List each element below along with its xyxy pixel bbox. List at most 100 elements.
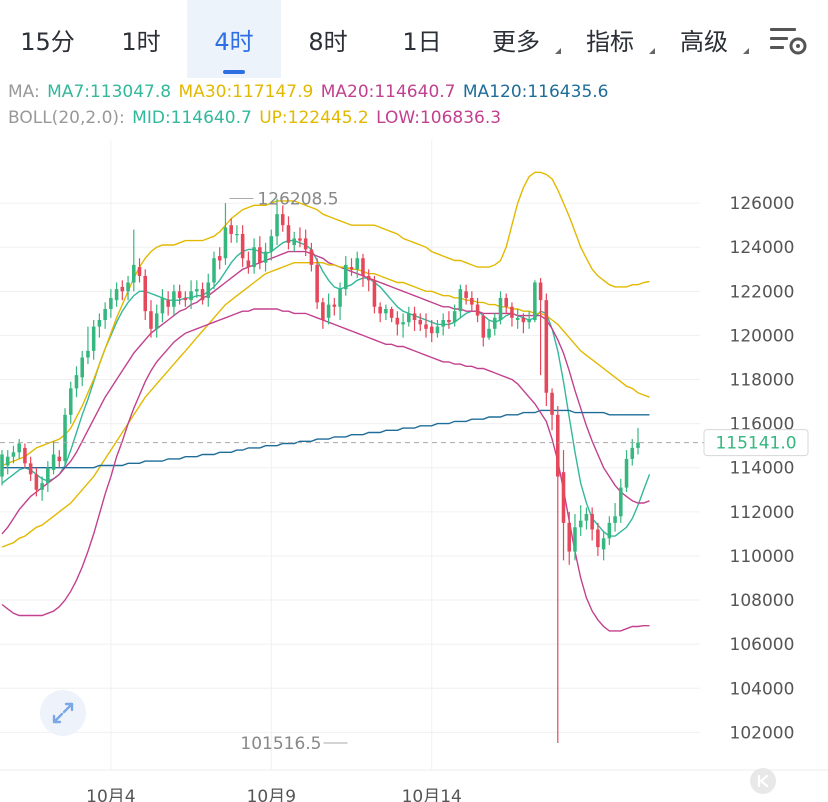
candle-body <box>619 487 623 517</box>
series-line-ma30 <box>1 261 650 548</box>
candle-body <box>137 267 142 276</box>
candle-body <box>504 297 508 307</box>
candle-body <box>315 264 319 303</box>
candle-body <box>132 264 136 283</box>
candle-body <box>149 311 153 329</box>
candlestick-chart[interactable]: 1260001240001220001200001180001160001140… <box>0 140 828 802</box>
y-tick-label: 124000 <box>730 238 795 258</box>
ma30-value: MA30:117147.9 <box>178 82 314 102</box>
candle-body <box>372 280 377 307</box>
candle-body <box>544 300 549 393</box>
tab-label: 指标 <box>586 27 634 56</box>
tab-4h[interactable]: 4时 <box>187 0 281 78</box>
tab-label: 1时 <box>121 27 161 56</box>
tab-indicators[interactable]: 指标 <box>563 0 657 78</box>
candle-body <box>435 326 440 334</box>
candle-body <box>567 522 572 552</box>
candle-body <box>298 238 302 241</box>
ma120-value: MA120:116435.6 <box>462 82 609 102</box>
y-tick-label: 112000 <box>730 503 795 523</box>
boll-mid-value: MID:114640.7 <box>132 108 252 128</box>
candle-body <box>470 297 474 305</box>
y-tick-label: 106000 <box>730 635 795 655</box>
y-tick-label: 110000 <box>730 547 795 567</box>
candle-body <box>275 214 279 237</box>
candle-body <box>556 414 560 477</box>
boll-legend: BOLL(20,2.0): MID:114640.7 UP:122445.2 L… <box>8 108 503 128</box>
candle-body <box>578 520 583 528</box>
y-tick-label: 120000 <box>730 326 795 346</box>
candle-body <box>510 306 514 318</box>
y-tick-label: 126000 <box>730 194 795 214</box>
candle-body <box>246 260 251 268</box>
candle-body <box>338 289 342 307</box>
candle-body <box>97 320 102 327</box>
ma-legend: MA: MA7:113047.8 MA30:117147.9 MA20:1146… <box>8 82 610 102</box>
tab-label: 更多 <box>492 27 540 56</box>
candle-body <box>86 350 90 358</box>
candle-body <box>63 414 67 462</box>
candle-body <box>613 516 617 523</box>
candle-body <box>349 267 354 270</box>
candle-body <box>389 308 394 318</box>
x-tick-label: 10月14 <box>402 787 462 802</box>
candle-body <box>452 311 457 323</box>
y-tick-label: 108000 <box>730 591 795 611</box>
current-price-tag <box>703 429 809 457</box>
candle-body <box>51 454 56 470</box>
y-tick-label: 104000 <box>730 679 795 699</box>
candle-body <box>28 463 33 475</box>
candle-body <box>464 291 468 298</box>
candle-body <box>74 375 79 389</box>
jump-to-latest-icon[interactable] <box>750 768 776 794</box>
candle-body <box>212 258 216 283</box>
tab-label: 4时 <box>214 27 254 56</box>
candle-body <box>11 452 16 457</box>
tab-label: 8时 <box>308 27 348 56</box>
candle-body <box>91 326 96 351</box>
candle-body <box>332 304 337 307</box>
high-price-label: 126208.5 <box>257 190 338 210</box>
candle-body <box>40 483 44 490</box>
candle-body <box>17 443 21 453</box>
candle-body <box>475 304 480 316</box>
candle-body <box>223 227 228 259</box>
candle-body <box>366 275 371 281</box>
candle-body <box>143 275 148 312</box>
chart-settings-icon[interactable] <box>766 20 810 58</box>
candle-body <box>120 286 125 292</box>
series-line-low <box>1 308 650 632</box>
candle-body <box>573 527 577 552</box>
expand-arrows-icon[interactable] <box>40 690 86 736</box>
candle-body <box>206 282 211 298</box>
x-tick-label: 10月9 <box>247 787 296 802</box>
candle-body <box>303 238 308 250</box>
candle-body <box>321 302 325 320</box>
candle-body <box>447 320 451 323</box>
candle-body <box>23 447 27 464</box>
tab-1h[interactable]: 1时 <box>95 0 187 78</box>
candle-body <box>596 529 600 548</box>
candle-body <box>550 392 554 415</box>
tab-1d[interactable]: 1日 <box>375 0 469 78</box>
timeframe-tabs: 15分 1时 4时 8时 1日 更多 指标 高级 <box>0 0 828 78</box>
candle-body <box>515 317 520 320</box>
tab-15m[interactable]: 15分 <box>0 0 95 78</box>
boll-up-value: UP:122445.2 <box>259 108 369 128</box>
candle-body <box>584 514 589 521</box>
y-tick-label: 102000 <box>730 723 795 743</box>
tab-label: 15分 <box>20 27 75 56</box>
tab-more[interactable]: 更多 <box>469 0 563 78</box>
candle-body <box>487 328 491 338</box>
tab-8h[interactable]: 8时 <box>281 0 375 78</box>
boll-prefix: BOLL(20,2.0): <box>8 108 125 128</box>
candle-body <box>309 249 314 265</box>
series-line-ma20 <box>1 250 650 535</box>
candle-body <box>601 538 606 550</box>
y-tick-label: 122000 <box>730 282 795 302</box>
tab-advanced[interactable]: 高级 <box>657 0 751 78</box>
candle-body <box>154 313 159 329</box>
candle-body <box>538 282 543 301</box>
candle-body <box>407 313 411 323</box>
candle-body <box>109 297 113 309</box>
